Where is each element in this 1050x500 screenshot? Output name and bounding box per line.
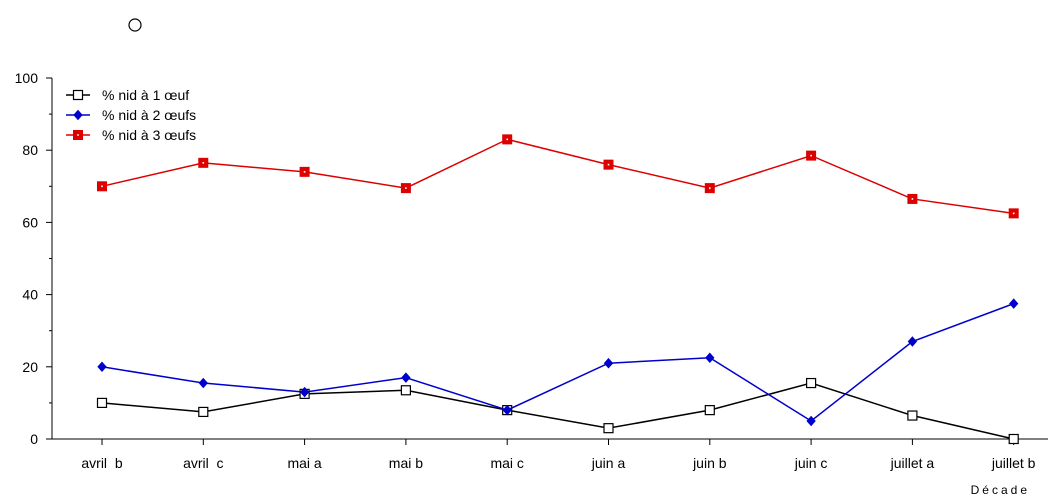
y-tick-label: 60 xyxy=(22,214,38,230)
data-point-marker xyxy=(73,130,83,140)
x-tick-label: juin a xyxy=(591,455,626,471)
y-tick-label: 0 xyxy=(30,431,38,447)
data-point-marker xyxy=(1008,433,1019,445)
data-point-marker xyxy=(502,134,513,145)
y-tick-label: 80 xyxy=(22,142,38,158)
data-point-marker xyxy=(705,352,715,364)
axes: 0 20 40 60 80 100 avril b avril c mai a mai b mai … xyxy=(15,70,1048,471)
legend-label: % nid à 1 œuf xyxy=(102,87,189,103)
data-point-marker xyxy=(401,372,411,383)
legend-item: % nid à 3 œufs xyxy=(66,127,196,143)
y-tick-label: 20 xyxy=(22,359,38,375)
data-point-marker xyxy=(198,157,209,168)
x-tick-label: juillet a xyxy=(890,455,935,471)
marker-dot xyxy=(77,134,79,136)
data-point-marker xyxy=(603,423,614,434)
data-point-marker xyxy=(907,336,918,347)
x-tick-label: juin b xyxy=(692,455,727,471)
legend-item: % nid à 1 œuf xyxy=(66,87,189,103)
legend-label: % nid à 2 œufs xyxy=(102,107,196,123)
marker-dot xyxy=(101,185,103,188)
marker-dot xyxy=(709,187,711,189)
data-point-marker xyxy=(299,166,310,177)
data-point-marker xyxy=(198,406,209,418)
series-line xyxy=(101,382,1014,440)
x-tick-label: avril c xyxy=(183,455,223,471)
data-point-marker xyxy=(806,150,817,161)
data-point-marker xyxy=(907,410,918,421)
y-tick-label: 100 xyxy=(15,70,39,86)
x-tick-label: mai a xyxy=(287,455,321,471)
data-point-marker xyxy=(73,109,83,121)
series-line xyxy=(101,138,1014,215)
marker-dot xyxy=(506,138,508,141)
data-point-marker xyxy=(96,397,108,408)
x-tick-label: mai c xyxy=(490,455,523,471)
x-tick-label: juin c xyxy=(794,455,828,471)
data-point-marker xyxy=(907,193,918,204)
series-layer xyxy=(96,134,1019,445)
data-point-marker xyxy=(400,385,411,396)
data-point-marker xyxy=(72,89,84,101)
stray-circle-mark xyxy=(128,18,142,32)
data-point-marker xyxy=(299,386,310,398)
x-tick-label: juillet b xyxy=(991,455,1036,471)
data-point-marker xyxy=(806,415,816,427)
legend-label: % nid à 3 œufs xyxy=(102,127,196,143)
marker-dot xyxy=(405,187,407,189)
series-3 xyxy=(97,134,1019,219)
marker-dot xyxy=(607,163,610,166)
marker-dot xyxy=(202,162,205,164)
x-axis-label: Décade xyxy=(971,483,1030,497)
series-line xyxy=(101,302,1014,422)
data-point-marker xyxy=(400,183,411,194)
data-point-marker xyxy=(704,183,715,194)
data-point-marker xyxy=(805,377,817,389)
data-point-marker xyxy=(603,159,614,170)
marker-dot xyxy=(911,198,914,200)
y-tick-label: 40 xyxy=(22,287,38,303)
marker-dot xyxy=(810,154,812,157)
legend-item: % nid à 2 œufs xyxy=(66,107,196,123)
data-point-marker xyxy=(1009,298,1019,309)
data-point-marker xyxy=(97,181,107,192)
marker-dot xyxy=(1012,212,1015,215)
data-point-marker xyxy=(198,377,208,389)
series-1 xyxy=(96,377,1019,445)
data-point-marker xyxy=(704,405,715,416)
data-point-marker xyxy=(97,361,107,373)
data-point-marker xyxy=(1008,208,1019,219)
data-point-marker xyxy=(603,357,614,369)
data-point-marker xyxy=(502,404,512,416)
x-tick-label: mai b xyxy=(389,455,423,471)
marker-dot xyxy=(303,171,306,173)
x-tick-label: avril b xyxy=(81,455,122,471)
legend: % nid à 1 œuf % nid à 2 œufs % nid à 3 œuf… xyxy=(66,87,196,143)
series-2 xyxy=(97,298,1019,427)
